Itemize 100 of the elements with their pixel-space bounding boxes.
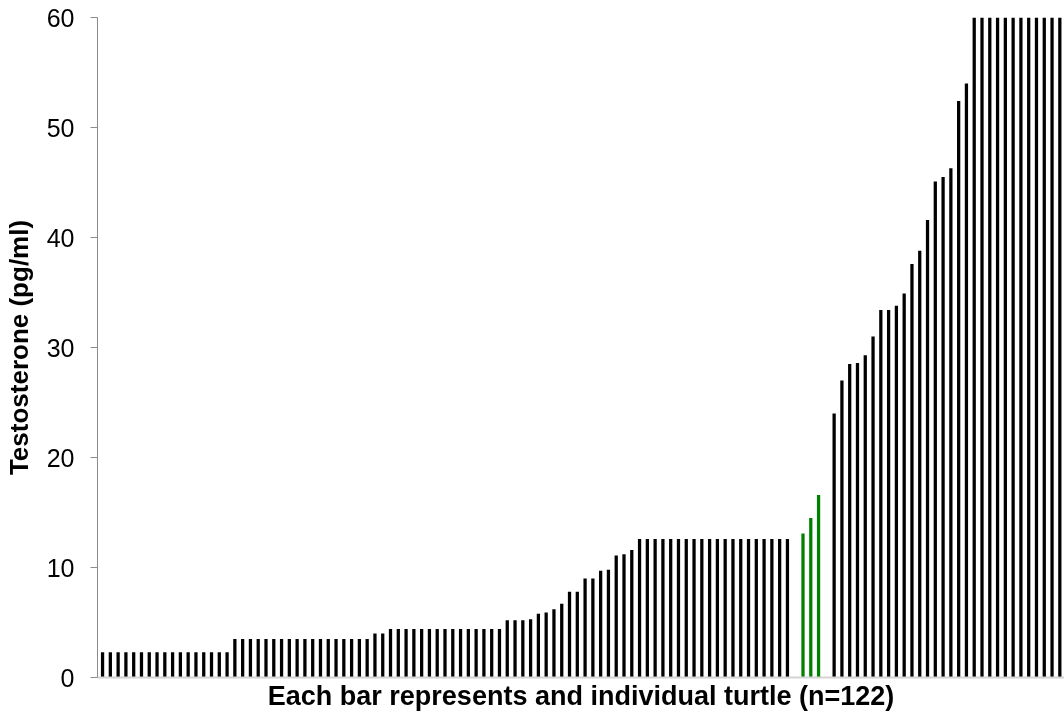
bar (964, 83, 969, 678)
bar (342, 639, 346, 678)
y-tick-label: 10 (46, 553, 75, 582)
bar (108, 652, 112, 678)
bar (567, 591, 572, 678)
bar (466, 629, 470, 678)
bar (279, 639, 284, 678)
y-tick-label: 50 (46, 113, 75, 142)
bar (731, 538, 735, 678)
bar (614, 555, 618, 678)
bar (443, 629, 447, 678)
bar (1034, 17, 1039, 678)
bar (147, 652, 151, 678)
bar (583, 578, 587, 678)
bar (458, 629, 463, 678)
bar (256, 639, 260, 678)
bar (918, 250, 922, 678)
bar (637, 538, 642, 678)
bar (700, 538, 704, 678)
bar (100, 652, 105, 678)
bar (925, 219, 930, 678)
bar (412, 629, 416, 678)
bar (528, 619, 533, 678)
bar (676, 538, 681, 678)
bar (669, 538, 673, 678)
bar (933, 181, 937, 678)
bar (739, 538, 743, 678)
bar (303, 639, 307, 678)
bar (941, 177, 945, 678)
bar (521, 620, 525, 678)
bar (848, 364, 852, 678)
bar (170, 652, 175, 678)
bar (474, 629, 478, 678)
bar (995, 17, 1000, 678)
bar (746, 538, 751, 678)
bar (311, 639, 315, 678)
bar (202, 652, 206, 678)
bar (536, 613, 541, 678)
bar (622, 554, 626, 678)
bar (957, 101, 961, 678)
bar (809, 518, 813, 678)
bar (1058, 17, 1062, 678)
bar (1019, 17, 1023, 678)
bar (1042, 17, 1046, 678)
bar (373, 633, 377, 678)
bar (684, 538, 688, 678)
bar (879, 310, 883, 678)
y-tick-label: 60 (46, 3, 75, 32)
y-tick-label: 0 (60, 663, 75, 692)
bar (871, 336, 875, 678)
bar (1011, 17, 1015, 678)
bar (894, 305, 899, 678)
bar (396, 629, 400, 678)
bar (435, 629, 439, 678)
bar (209, 652, 214, 678)
bar (840, 380, 844, 678)
bar (381, 633, 385, 678)
bar (490, 629, 494, 678)
bar (560, 603, 564, 678)
bar (575, 591, 579, 678)
bar (404, 629, 408, 678)
bar (754, 538, 758, 678)
bar (186, 652, 190, 678)
y-tick-label: 30 (46, 333, 75, 362)
bar (661, 538, 665, 678)
bar (886, 310, 891, 678)
bar (388, 629, 393, 678)
bar (194, 652, 198, 678)
bar (357, 639, 362, 678)
bar (552, 609, 556, 678)
bar (653, 538, 657, 678)
bar (482, 629, 486, 678)
bar (645, 538, 649, 678)
bar (902, 293, 906, 678)
bar (1027, 17, 1031, 678)
bar (349, 639, 354, 678)
y-axis-title: Testosterone (pg/ml) (3, 219, 34, 476)
bar (178, 652, 183, 678)
bar (241, 639, 245, 678)
bar (544, 612, 548, 678)
bar (248, 639, 253, 678)
bar (1003, 17, 1007, 678)
bar (326, 639, 330, 678)
bar (287, 639, 291, 678)
bar (972, 17, 976, 678)
bar (505, 620, 509, 678)
bar (1050, 17, 1054, 678)
bar (513, 620, 517, 678)
bar (980, 17, 984, 678)
bar (832, 413, 836, 678)
bar (692, 538, 696, 678)
x-axis-title: Each bar represents and individual turtle (n=122) (267, 680, 895, 711)
bar (801, 533, 805, 678)
bar (591, 578, 595, 678)
bar (334, 639, 338, 678)
bar (630, 549, 634, 678)
bar (295, 639, 299, 678)
y-tick-label: 20 (46, 443, 75, 472)
bar (124, 652, 128, 678)
y-tick-label: 40 (46, 223, 75, 252)
